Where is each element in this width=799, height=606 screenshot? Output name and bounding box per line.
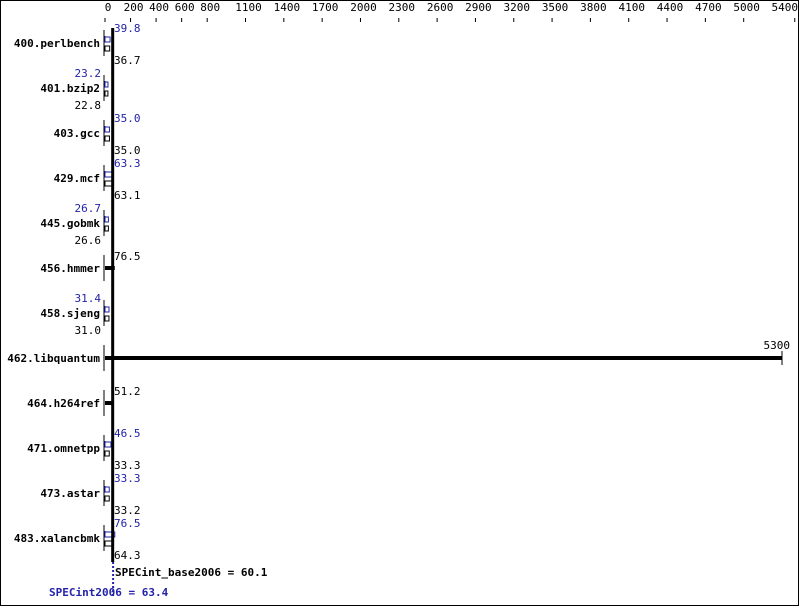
benchmark-label: 483.xalancbmk (14, 532, 100, 545)
x-tick-label: 4400 (657, 1, 684, 14)
base-bar (104, 225, 109, 232)
peak-mean-label: SPECint2006 = 63.4 (49, 586, 169, 599)
peak-value-label: 35.0 (114, 112, 141, 125)
peak-value-label: 33.3 (114, 472, 141, 485)
base-value-label: 33.2 (114, 504, 141, 517)
benchmark-label: 462.libquantum (7, 352, 100, 365)
benchmark-row: 464.h264ref 51.2 (27, 385, 141, 416)
x-tick-label: 400 (149, 1, 169, 14)
peak-value-label: 63.3 (114, 157, 141, 170)
base-value-label: 22.8 (75, 99, 102, 112)
peak-value-label: 39.8 (114, 22, 141, 35)
base-bar (104, 450, 110, 457)
base-value-label: 35.0 (114, 144, 141, 157)
x-tick-label: 2900 (465, 1, 492, 14)
base-bar (105, 266, 115, 270)
benchmark-label: 445.gobmk (40, 217, 100, 230)
benchmark-row: 401.bzip2 23.2 22.8 (40, 67, 109, 112)
benchmark-label: 456.hmmer (40, 262, 100, 275)
x-tick-label: 2000 (350, 1, 377, 14)
base-bar (104, 45, 111, 52)
x-tick-label: 1100 (235, 1, 262, 14)
benchmark-row: 400.perlbench 39.8 36.7 (14, 22, 141, 67)
base-bar (105, 401, 112, 405)
base-value-label: 33.3 (114, 459, 141, 472)
x-tick-label: 4700 (695, 1, 722, 14)
benchmark-label: 471.omnetpp (27, 442, 100, 455)
x-tick-label: 3500 (542, 1, 569, 14)
base-value-label: 5300 (764, 339, 791, 352)
peak-value-label: 23.2 (75, 67, 102, 80)
base-bar (105, 356, 782, 360)
x-tick-label: 200 (124, 1, 144, 14)
benchmark-row: 471.omnetpp 46.5 33.3 (27, 427, 140, 472)
base-mean-label: SPECint_base2006 = 60.1 (115, 566, 268, 579)
benchmark-row: 473.astar 33.3 33.2 (40, 472, 140, 517)
peak-value-label: 31.4 (75, 292, 102, 305)
base-value-label: 26.6 (75, 234, 102, 247)
base-bar (104, 315, 110, 322)
base-value-label: 63.1 (114, 189, 141, 202)
benchmark-label: 401.bzip2 (40, 82, 100, 95)
peak-value-label: 46.5 (114, 427, 141, 440)
benchmark-row: 462.libquantum 5300 (7, 339, 790, 371)
base-value-label: 76.5 (114, 250, 141, 263)
benchmark-row: 429.mcf 63.3 63.1 (54, 157, 141, 202)
benchmark-label: 400.perlbench (14, 37, 100, 50)
peak-value-label: 26.7 (75, 202, 102, 215)
base-bar (104, 495, 110, 502)
x-tick-label: 600 (175, 1, 195, 14)
benchmark-label: 464.h264ref (27, 397, 100, 410)
x-tick-label: 3800 (580, 1, 607, 14)
base-bar (104, 90, 109, 97)
benchmark-row: 445.gobmk 26.7 26.6 (40, 202, 109, 247)
peak-value-label: 76.5 (114, 517, 141, 530)
base-value-label: 36.7 (114, 54, 141, 67)
x-tick-label: 5400 (772, 1, 799, 14)
base-value-label: 31.0 (75, 324, 102, 337)
base-value-label: 51.2 (114, 385, 141, 398)
benchmark-row: 403.gcc 35.0 35.0 (54, 112, 141, 157)
base-bar (104, 135, 110, 142)
benchmark-label: 403.gcc (54, 127, 100, 140)
x-tick-label: 1400 (274, 1, 301, 14)
x-tick-label: 0 (105, 1, 112, 14)
benchmark-label: 429.mcf (54, 172, 100, 185)
benchmark-row: 456.hmmer 76.5 (40, 250, 141, 281)
x-tick-label: 5000 (733, 1, 760, 14)
x-tick-label: 3200 (504, 1, 531, 14)
base-value-label: 64.3 (114, 549, 141, 562)
benchmark-label: 458.sjeng (40, 307, 100, 320)
x-tick-label: 4100 (618, 1, 645, 14)
x-tick-label: 800 (200, 1, 220, 14)
x-tick-label: 2600 (427, 1, 454, 14)
benchmark-row: 483.xalancbmk 76.5 64.3 (14, 517, 141, 562)
x-tick-label: 2300 (389, 1, 416, 14)
benchmark-label: 473.astar (40, 487, 100, 500)
x-tick-label: 1700 (312, 1, 339, 14)
benchmark-row: 458.sjeng 31.4 31.0 (40, 292, 110, 337)
